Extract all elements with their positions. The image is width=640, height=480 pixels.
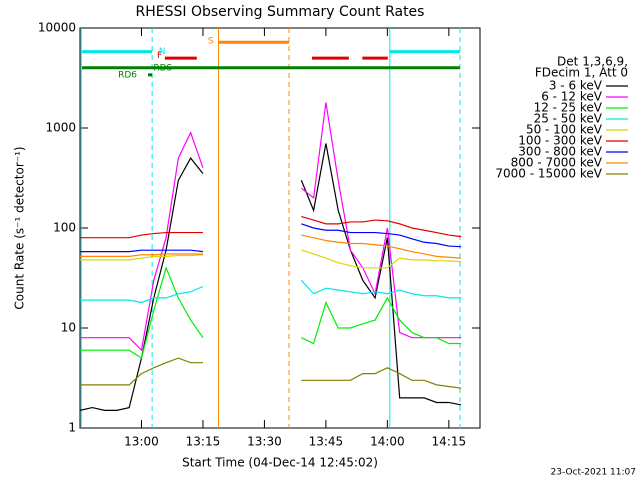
legend-label: 6 - 12 keV [541,90,603,104]
legend-label: 800 - 7000 keV [511,156,603,170]
legend-label: 7000 - 15000 keV [495,167,602,181]
legend-label: 25 - 50 keV [534,112,603,126]
legend-label: 100 - 300 keV [518,134,602,148]
series-line [79,157,204,411]
legend-label: 300 - 800 keV [518,145,602,159]
y-tick-label: 100 [53,221,76,235]
y-tick-label: 10000 [38,21,76,35]
legend-title: Det 1,3,6,9, [557,55,628,69]
x-tick-label: 14:15 [432,435,467,449]
series-line [80,285,204,304]
annotation: S [208,37,214,47]
y-tick-label: 1000 [45,121,76,135]
legend-title: FDecim 1, Att 0 [535,66,628,80]
legend-label: 50 - 100 keV [526,123,603,137]
series-line [301,249,462,269]
series-line [300,279,462,299]
annotation: N [159,47,166,57]
y-tick-label: 10 [61,321,76,335]
series-line [80,253,203,257]
x-tick-label: 13:00 [124,435,159,449]
x-tick-label: 13:30 [247,435,282,449]
annotation: RD6 [118,70,137,80]
plot-frame [79,27,481,429]
y-tick-label: 1 [68,421,76,435]
series-line [301,367,462,389]
series-line [80,357,203,386]
annotation: RDS [153,63,172,73]
x-tick-label: 14:00 [370,435,405,449]
series-line [301,296,462,345]
series-line [301,234,462,259]
series-line [301,216,462,238]
series-line [300,143,462,406]
series-line [80,231,203,239]
series-line [80,254,203,261]
series-line [80,265,204,360]
annotation: F [157,51,162,61]
series-line [80,249,204,253]
series-line [301,223,462,248]
x-axis-label: Start Time (04-Dec-14 12:45:02) [182,456,378,470]
x-tick-label: 13:45 [309,435,344,449]
legend-label: 3 - 6 keV [549,79,603,93]
footer: 23-Oct-2021 11:07 [551,468,636,478]
x-tick-label: 13:15 [186,435,221,449]
legend-label: 12 - 25 keV [534,101,603,115]
y-axis-label: Count Rate (s⁻¹ detector⁻¹) [13,146,27,309]
chart-title: RHESSI Observing Summary Count Rates [136,4,425,20]
series-line [80,131,204,352]
